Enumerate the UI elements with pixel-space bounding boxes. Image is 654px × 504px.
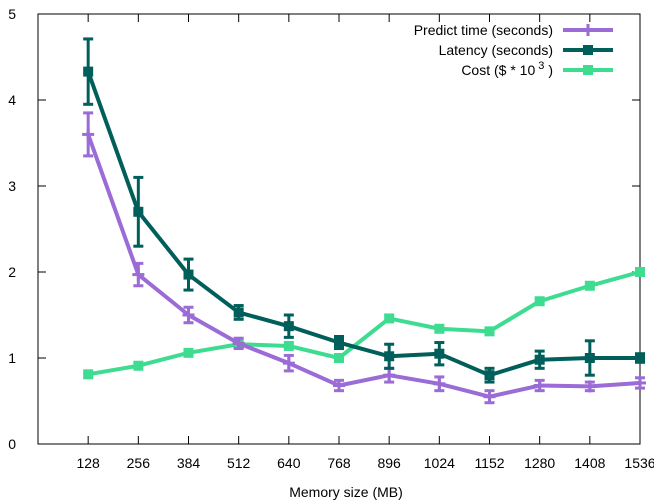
data-point — [635, 267, 645, 277]
series-line — [87, 270, 641, 377]
x-tick-label: 1408 — [574, 455, 605, 471]
data-point — [584, 353, 595, 363]
legend: Predict time (seconds) Latency (seconds) C… — [414, 22, 613, 78]
data-point — [283, 321, 294, 332]
data-point — [384, 313, 395, 324]
x-tick-label: 512 — [227, 455, 251, 471]
data-point — [183, 347, 194, 358]
x-tick-label: 128 — [76, 455, 100, 471]
data-point — [83, 369, 94, 380]
series-1 — [83, 37, 645, 384]
x-tick-label: 1152 — [474, 455, 504, 471]
data-point — [334, 337, 344, 348]
data-point — [83, 66, 94, 77]
y-tick-label: 5 — [8, 6, 16, 22]
legend-label: Predict time (seconds) — [414, 22, 553, 38]
legend-label: Cost ($ * 10 3 ) — [461, 60, 553, 78]
x-tick-label: 1536 — [624, 455, 654, 471]
x-axis-title: Memory size (MB) — [289, 484, 403, 500]
series-line — [86, 133, 641, 399]
legend-label: Latency (seconds) — [439, 42, 553, 58]
x-tick-label: 384 — [177, 455, 201, 471]
y-tick-label: 1 — [8, 350, 16, 366]
data-point — [484, 370, 495, 381]
data-point — [434, 323, 445, 334]
x-tick-label: 256 — [127, 455, 151, 471]
data-point — [233, 307, 244, 318]
data-point — [635, 353, 645, 363]
data-point — [183, 269, 194, 280]
y-tick-label: 4 — [8, 92, 16, 108]
y-tick-label: 2 — [8, 264, 16, 280]
data-point — [384, 351, 395, 362]
axes: 0 1 2 3 4 5 128 256 384 512 640 768 896 1024 1152 1280 1… — [8, 6, 654, 471]
series-layer — [82, 37, 646, 405]
data-point — [484, 326, 495, 337]
data-point — [133, 206, 144, 217]
data-point — [283, 340, 294, 351]
legend-swatch-marker — [583, 45, 593, 55]
x-tick-label: 1280 — [524, 455, 555, 471]
legend-item-1: Latency (seconds) — [439, 42, 613, 58]
series-0 — [82, 111, 646, 405]
x-tick-label: 768 — [327, 455, 351, 471]
data-point — [584, 280, 595, 291]
y-tick-label: 0 — [8, 436, 16, 452]
series-line — [86, 70, 640, 378]
series-2 — [83, 267, 645, 380]
x-tick-label: 1024 — [424, 455, 455, 471]
x-tick-label: 640 — [277, 455, 301, 471]
data-point — [334, 353, 344, 363]
data-point — [434, 348, 445, 359]
legend-swatch-marker — [583, 65, 593, 75]
data-point — [133, 360, 144, 371]
legend-item-0: Predict time (seconds) — [414, 22, 613, 38]
x-tick-label: 896 — [377, 455, 401, 471]
y-tick-label: 3 — [8, 178, 16, 194]
data-point — [534, 354, 545, 365]
legend-item-2: Cost ($ * 10 3 ) — [461, 60, 613, 78]
data-point — [534, 296, 545, 307]
